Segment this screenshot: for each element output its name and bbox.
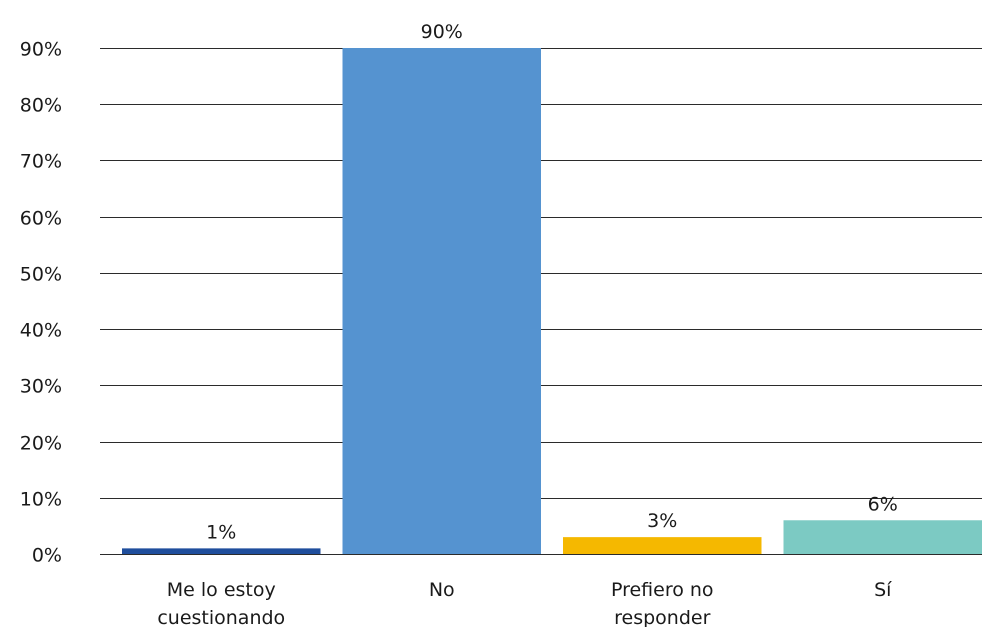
category-label: Me lo estoy (167, 579, 276, 601)
data-labels: 1% 90% 3% 6% (206, 21, 898, 543)
y-tick-label: 60% (20, 208, 62, 230)
y-tick-label: 30% (20, 376, 62, 398)
data-label: 6% (868, 493, 898, 515)
data-label: 1% (206, 521, 236, 543)
bar (563, 537, 762, 554)
category-label: cuestionando (157, 607, 285, 627)
category-label: Prefiero no (611, 579, 714, 601)
y-axis-tick-labels: 0% 10% 20% 30% 40% 50% 60% 70% 80% 90% (20, 39, 62, 567)
data-label: 3% (647, 510, 677, 532)
bar (122, 548, 321, 554)
y-tick-label: 90% (20, 39, 62, 61)
x-axis-category-labels: Me lo estoy cuestionando No Prefiero no resp… (157, 579, 892, 627)
y-tick-label: 80% (20, 95, 62, 117)
bar (342, 48, 541, 554)
y-tick-label: 50% (20, 264, 62, 286)
bars (122, 48, 982, 554)
data-label: 90% (421, 21, 463, 43)
y-tick-label: 0% (32, 545, 62, 567)
category-label: responder (614, 607, 710, 627)
bar (783, 520, 982, 554)
category-label: Sí (874, 579, 892, 601)
y-tick-label: 10% (20, 489, 62, 511)
y-tick-label: 20% (20, 433, 62, 455)
y-tick-label: 70% (20, 151, 62, 173)
category-label: No (429, 579, 455, 601)
y-tick-label: 40% (20, 320, 62, 342)
